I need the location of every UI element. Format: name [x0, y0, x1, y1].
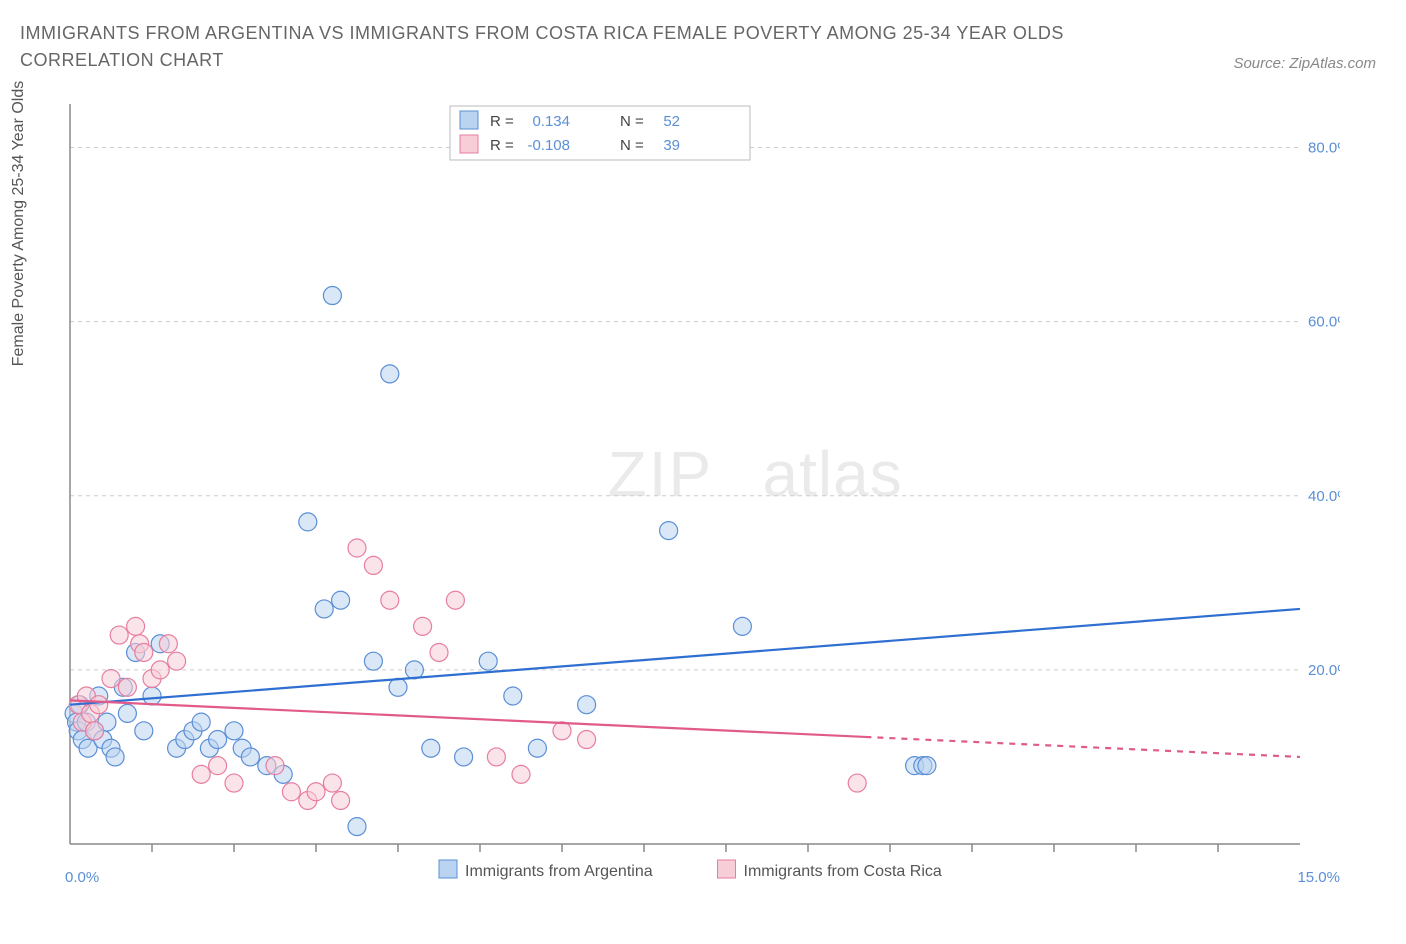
x-max-label: 15.0% — [1297, 869, 1340, 886]
y-axis-label: Female Poverty Among 25-34 Year Olds — [10, 81, 28, 367]
data-point — [578, 731, 596, 749]
data-point — [422, 739, 440, 757]
legend-series-label: Immigrants from Costa Rica — [744, 863, 942, 880]
data-point — [315, 600, 333, 618]
data-point — [381, 591, 399, 609]
data-point — [504, 687, 522, 705]
data-point — [282, 783, 300, 801]
data-point — [86, 722, 104, 740]
data-point — [143, 687, 161, 705]
trend-line — [70, 609, 1300, 705]
data-point — [348, 539, 366, 557]
data-point — [528, 739, 546, 757]
chart-container: Female Poverty Among 25-34 Year Olds ZIP… — [20, 94, 1386, 924]
data-point — [225, 774, 243, 792]
data-point — [299, 513, 317, 531]
legend-n-label: N = — [620, 113, 644, 130]
data-point — [266, 757, 284, 775]
data-point — [159, 635, 177, 653]
legend-swatch — [439, 860, 457, 878]
scatter-chart: ZIP atlas 20.0% 40.0% 60.0% 80.0% 0.0% 15.0% R =… — [20, 94, 1340, 924]
source-label: Source: ZipAtlas.com — [1233, 55, 1376, 72]
data-point — [241, 748, 259, 766]
chart-title: IMMIGRANTS FROM ARGENTINA VS IMMIGRANTS … — [20, 20, 1120, 74]
legend-n-value: 39 — [663, 137, 680, 154]
data-point — [348, 818, 366, 836]
x-min-label: 0.0% — [65, 869, 99, 886]
data-point — [414, 617, 432, 635]
data-point — [553, 722, 571, 740]
data-point — [660, 522, 678, 540]
y-tick-label: 40.0% — [1308, 488, 1340, 505]
data-point — [192, 765, 210, 783]
data-point — [209, 757, 227, 775]
data-point — [364, 556, 382, 574]
data-point — [225, 722, 243, 740]
data-point — [332, 791, 350, 809]
data-point — [151, 661, 169, 679]
data-point — [733, 617, 751, 635]
data-point — [110, 626, 128, 644]
data-point — [307, 783, 325, 801]
y-tick-label: 60.0% — [1308, 314, 1340, 331]
legend-r-value: -0.108 — [527, 137, 570, 154]
data-point — [118, 678, 136, 696]
data-point — [848, 774, 866, 792]
data-point — [381, 365, 399, 383]
data-point — [389, 678, 407, 696]
data-point — [332, 591, 350, 609]
data-point — [323, 287, 341, 305]
data-point — [487, 748, 505, 766]
data-point — [323, 774, 341, 792]
svg-text:atlas: atlas — [763, 438, 903, 510]
trend-line-extrapolated — [865, 737, 1300, 757]
data-point — [364, 652, 382, 670]
data-point — [135, 643, 153, 661]
legend-series-label: Immigrants from Argentina — [465, 863, 653, 880]
data-point — [192, 713, 210, 731]
data-point — [127, 617, 145, 635]
data-point — [209, 731, 227, 749]
data-point — [118, 704, 136, 722]
data-point — [479, 652, 497, 670]
data-point — [578, 696, 596, 714]
data-point — [918, 757, 936, 775]
data-point — [446, 591, 464, 609]
data-point — [135, 722, 153, 740]
legend-r-label: R = — [490, 137, 514, 154]
legend-swatch — [460, 135, 478, 153]
y-tick-label: 80.0% — [1308, 140, 1340, 157]
data-point — [455, 748, 473, 766]
legend-n-value: 52 — [663, 113, 680, 130]
data-point — [102, 670, 120, 688]
legend-swatch — [460, 111, 478, 129]
svg-text:ZIP: ZIP — [608, 438, 714, 510]
data-point — [106, 748, 124, 766]
y-tick-label: 20.0% — [1308, 662, 1340, 679]
data-point — [90, 696, 108, 714]
legend-n-label: N = — [620, 137, 644, 154]
data-point — [168, 652, 186, 670]
data-point — [430, 643, 448, 661]
data-point — [512, 765, 530, 783]
legend-swatch — [718, 860, 736, 878]
data-point — [405, 661, 423, 679]
legend-r-label: R = — [490, 113, 514, 130]
legend-r-value: 0.134 — [532, 113, 570, 130]
